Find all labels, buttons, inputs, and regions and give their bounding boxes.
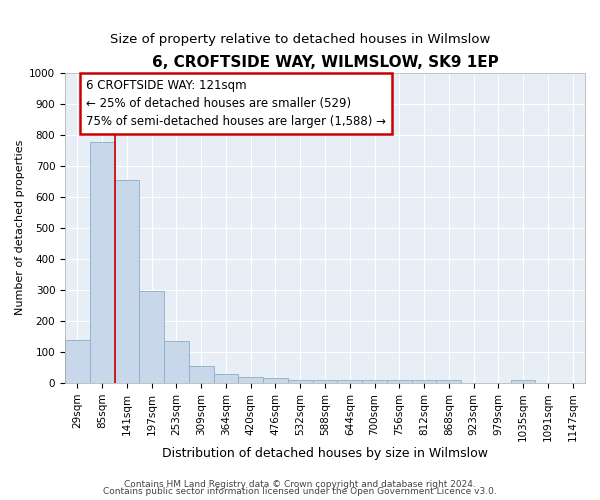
Bar xyxy=(313,380,337,383)
X-axis label: Distribution of detached houses by size in Wilmslow: Distribution of detached houses by size … xyxy=(162,447,488,460)
Bar xyxy=(189,366,214,383)
Text: 6 CROFTSIDE WAY: 121sqm
← 25% of detached houses are smaller (529)
75% of semi-d: 6 CROFTSIDE WAY: 121sqm ← 25% of detache… xyxy=(86,79,386,128)
Bar xyxy=(214,374,238,383)
Title: 6, CROFTSIDE WAY, WILMSLOW, SK9 1EP: 6, CROFTSIDE WAY, WILMSLOW, SK9 1EP xyxy=(152,55,499,70)
Text: Contains HM Land Registry data © Crown copyright and database right 2024.: Contains HM Land Registry data © Crown c… xyxy=(124,480,476,489)
Y-axis label: Number of detached properties: Number of detached properties xyxy=(15,140,25,316)
Bar xyxy=(387,380,412,383)
Bar xyxy=(164,341,189,383)
Bar xyxy=(65,340,90,383)
Bar xyxy=(263,378,288,383)
Text: Contains public sector information licensed under the Open Government Licence v3: Contains public sector information licen… xyxy=(103,487,497,496)
Bar xyxy=(362,380,387,383)
Bar xyxy=(288,380,313,383)
Bar xyxy=(412,380,436,383)
Bar xyxy=(238,378,263,383)
Text: Size of property relative to detached houses in Wilmslow: Size of property relative to detached ho… xyxy=(110,32,490,46)
Bar xyxy=(436,380,461,383)
Bar xyxy=(90,142,115,383)
Bar xyxy=(337,380,362,383)
Bar xyxy=(511,380,535,383)
Bar xyxy=(139,292,164,383)
Bar xyxy=(115,180,139,383)
